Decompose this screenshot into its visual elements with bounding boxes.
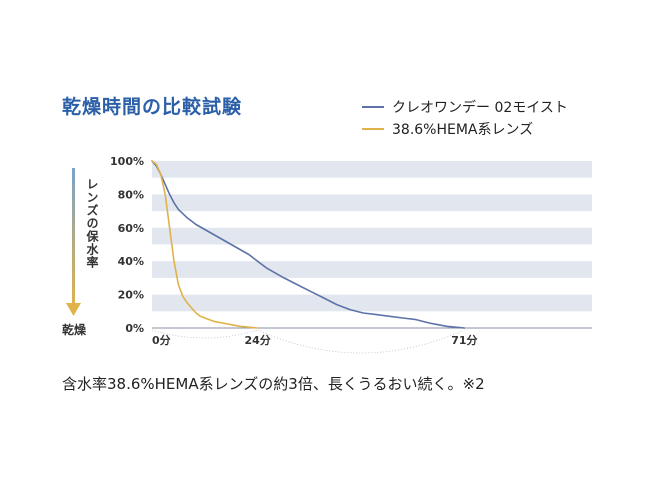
chart-title: 乾燥時間の比較試験	[62, 96, 243, 118]
grid-band	[152, 294, 592, 312]
legend-label-series-a: クレオワンデー 02モイスト	[392, 100, 568, 116]
y-tick-label: 100%	[110, 155, 144, 168]
legend-swatch-series-b	[362, 128, 384, 130]
grid-band	[152, 227, 592, 245]
y-tick-label: 20%	[118, 289, 144, 302]
y-tick-label: 40%	[118, 255, 144, 268]
x-guide-curve	[257, 329, 465, 354]
x-tick-label: 0分	[152, 333, 171, 347]
y-tick-label: 0%	[125, 322, 144, 335]
grid-band	[152, 261, 592, 278]
chart-legend: クレオワンデー 02モイスト 38.6%HEMA系レンズ	[362, 96, 568, 140]
footnote: 含水率38.6%HEMA系レンズの約3倍、長くうるおい続く。※2	[62, 375, 485, 393]
grid-band	[152, 161, 592, 178]
x-tick-label: 24分	[244, 333, 270, 347]
y-axis-title: レンズの保水率	[85, 178, 99, 269]
dry-label: 乾燥	[62, 323, 87, 337]
y-tick-label: 60%	[118, 222, 144, 235]
legend-entry-series-a: クレオワンデー 02モイスト	[362, 96, 568, 118]
grid-band	[152, 194, 592, 212]
legend-swatch-series-a	[362, 106, 384, 108]
arrow-shaft	[72, 168, 75, 306]
y-tick-label: 80%	[118, 188, 144, 201]
legend-entry-series-b: 38.6%HEMA系レンズ	[362, 118, 568, 140]
legend-label-series-b: 38.6%HEMA系レンズ	[392, 122, 534, 138]
x-tick-label: 71分	[451, 333, 477, 347]
series-line-b	[151, 160, 259, 329]
series-line-a	[151, 160, 466, 329]
arrow-head	[66, 303, 81, 316]
